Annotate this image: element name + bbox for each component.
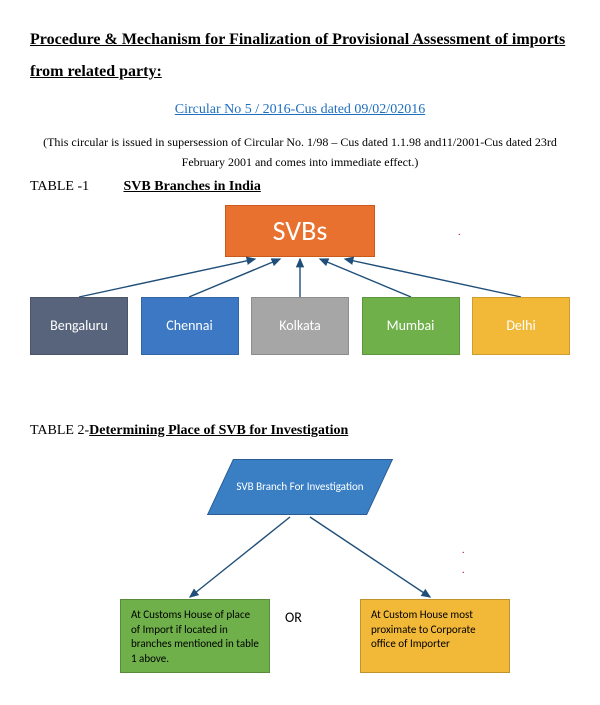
branch-chennai: Chennai	[141, 297, 239, 355]
diagram-svb-investigation: SVB Branch For Investigation At Customs …	[30, 459, 570, 679]
diagram-svb-branches: SVBs Bengaluru Chennai Kolkata Mumbai De…	[30, 205, 570, 375]
circular-link[interactable]: Circular No 5 / 2016-Cus dated 09/02/020…	[175, 102, 425, 117]
branch-mumbai: Mumbai	[362, 297, 460, 355]
table2-lead: TABLE 2-	[30, 423, 89, 438]
page-title: Procedure & Mechanism for Finalization o…	[30, 24, 570, 88]
circular-line: Circular No 5 / 2016-Cus dated 09/02/020…	[30, 102, 570, 118]
investigation-root-label: SVB Branch For Investigation	[220, 459, 380, 515]
option-customs-house-corporate: At Custom House most proximate to Corpor…	[360, 599, 510, 673]
investigation-root-node: SVB Branch For Investigation	[220, 459, 380, 515]
table2-heading: TABLE 2-Determining Place of SVB for Inv…	[30, 423, 570, 439]
svb-root-node: SVBs	[225, 205, 375, 257]
or-label: OR	[285, 609, 302, 626]
branch-kolkata: Kolkata	[251, 297, 349, 355]
stray-dot-icon: .	[458, 227, 461, 238]
table1-heading: TABLE -1 SVB Branches in India	[30, 179, 570, 195]
branch-bengaluru: Bengaluru	[30, 297, 128, 355]
stray-dot-icon: .	[462, 565, 465, 576]
table1-lead: TABLE -1	[30, 179, 120, 195]
branch-delhi: Delhi	[472, 297, 570, 355]
option-customs-house-import: At Customs House of place of Import if l…	[120, 599, 270, 673]
stray-dot-icon: .	[462, 545, 465, 556]
table1-title: SVB Branches in India	[124, 179, 261, 194]
table2-title: Determining Place of SVB for Investigati…	[89, 423, 348, 438]
supersession-note: (This circular is issued in supersession…	[30, 132, 570, 173]
branch-row: Bengaluru Chennai Kolkata Mumbai Delhi	[30, 297, 570, 355]
